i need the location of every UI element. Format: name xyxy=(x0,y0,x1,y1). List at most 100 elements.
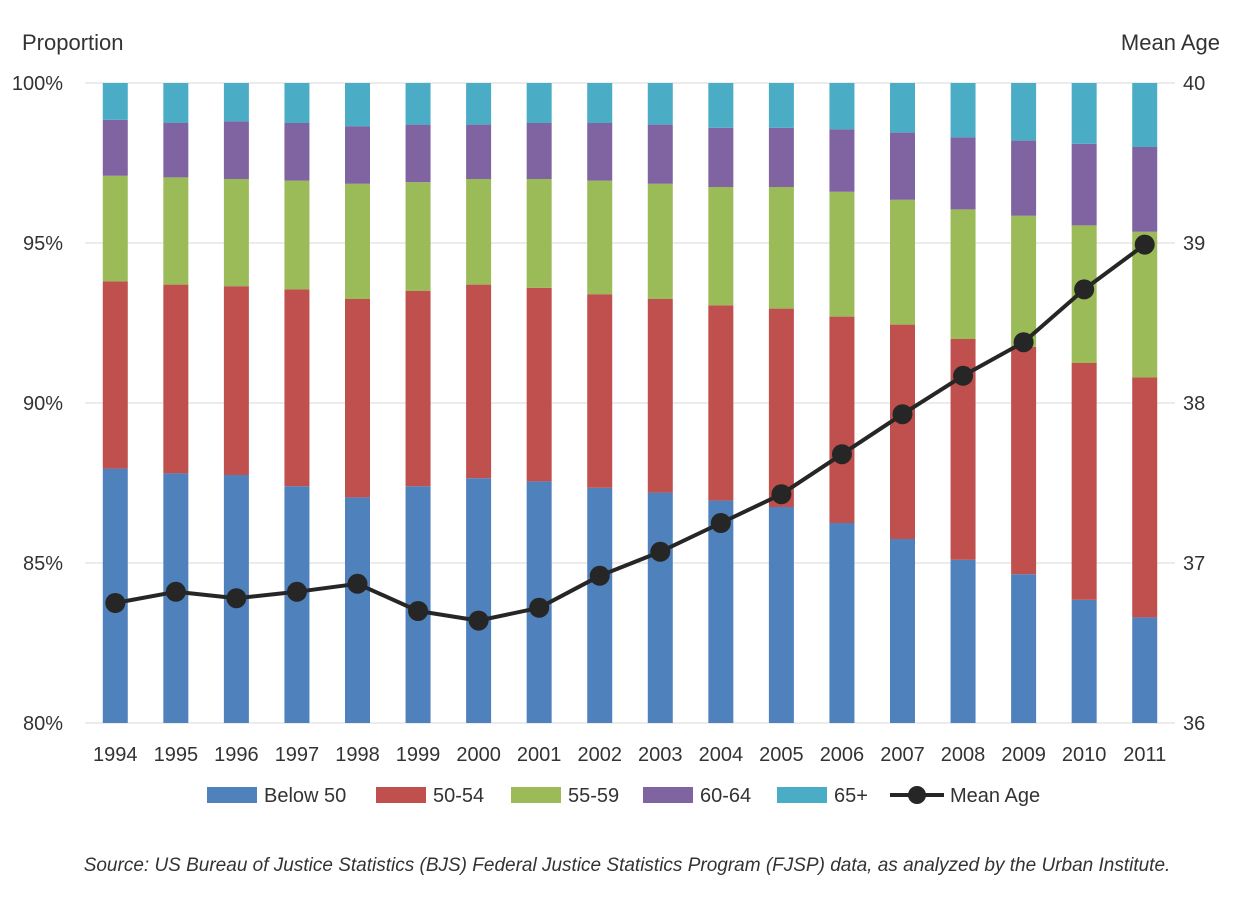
bar-65--1998 xyxy=(345,83,370,127)
mean-age-point-2003 xyxy=(650,541,671,562)
bar-below-50-2003 xyxy=(647,492,673,723)
bar-50-54-2002 xyxy=(587,294,613,488)
legend-label: 55-59 xyxy=(568,785,619,807)
bar-50-54-2011 xyxy=(1132,377,1158,618)
bar-55-59-2008 xyxy=(950,209,976,339)
legend-label: Below 50 xyxy=(264,785,346,807)
x-tick-label-1995: 1995 xyxy=(154,744,199,766)
bar-60-64-2006 xyxy=(829,129,855,192)
legend-swatch xyxy=(777,787,827,803)
mean-age-point-1996 xyxy=(226,588,247,609)
bar-60-64-2000 xyxy=(466,124,492,179)
right-tick-label: 38 xyxy=(1183,393,1205,415)
mean-age-point-2009 xyxy=(1013,332,1034,353)
bar-60-64-2007 xyxy=(890,132,915,200)
x-tick-label-1996: 1996 xyxy=(214,744,259,766)
x-tick-label-2009: 2009 xyxy=(1001,744,1046,766)
bar-50-54-2005 xyxy=(768,308,794,507)
bar-65--1996 xyxy=(223,83,249,122)
bar-55-59-2006 xyxy=(829,191,855,317)
legend-swatch xyxy=(376,787,426,803)
bar-below-50-2007 xyxy=(890,539,915,723)
bar-65--1999 xyxy=(405,83,431,125)
bar-60-64-2001 xyxy=(526,123,552,179)
bar-50-54-1996 xyxy=(223,286,249,475)
bar-55-59-2009 xyxy=(1011,215,1037,347)
mean-age-point-2000 xyxy=(468,610,489,631)
right-tick-label: 39 xyxy=(1183,233,1205,255)
legend-swatch xyxy=(207,787,257,803)
bar-60-64-2003 xyxy=(647,124,673,184)
bar-60-64-2004 xyxy=(708,127,734,187)
bar-below-50-1997 xyxy=(284,486,310,723)
bar-50-54-2003 xyxy=(647,299,673,493)
bar-65--2011 xyxy=(1132,83,1158,147)
legend-marker xyxy=(908,786,926,804)
bar-55-59-1998 xyxy=(345,183,370,299)
bar-55-59-1995 xyxy=(163,177,189,285)
x-tick-label-1994: 1994 xyxy=(93,744,138,766)
bar-65--2009 xyxy=(1011,83,1037,141)
bar-50-54-2007 xyxy=(890,324,915,539)
right-tick-label: 36 xyxy=(1183,713,1205,735)
legend-swatch xyxy=(643,787,693,803)
bar-65--2000 xyxy=(466,83,492,125)
right-tick-label: 37 xyxy=(1183,553,1205,575)
x-tick-label-2010: 2010 xyxy=(1062,744,1107,766)
mean-age-point-1999 xyxy=(408,601,429,621)
x-tick-label-2007: 2007 xyxy=(880,744,925,766)
x-tick-label-2006: 2006 xyxy=(820,744,865,766)
bar-65--2007 xyxy=(890,83,915,133)
left-axis-title: Proportion xyxy=(22,30,124,55)
mean-age-point-2002 xyxy=(589,565,610,586)
bar-60-64-1998 xyxy=(345,126,370,184)
bar-50-54-2004 xyxy=(708,305,734,501)
bar-65--2008 xyxy=(950,83,976,138)
bar-50-54-1995 xyxy=(163,284,189,474)
mean-age-line xyxy=(105,234,1155,631)
mean-age-point-2001 xyxy=(529,597,550,618)
legend-item-50-54: 50-54 xyxy=(376,785,484,807)
bar-below-50-2005 xyxy=(768,507,794,723)
bar-50-54-2009 xyxy=(1011,347,1037,575)
bar-50-54-1999 xyxy=(405,291,431,487)
left-axis: 80% 85% 90% 95% 100% xyxy=(12,73,63,735)
bar-60-64-2005 xyxy=(768,127,794,187)
bar-60-64-2002 xyxy=(587,123,613,181)
legend-label: Mean Age xyxy=(950,785,1040,807)
bar-65--1994 xyxy=(102,83,128,120)
bar-50-54-1997 xyxy=(284,289,310,487)
mean-age-point-1998 xyxy=(347,573,368,594)
x-tick-label-2002: 2002 xyxy=(577,744,622,766)
legend-item-mean-age: Mean Age xyxy=(890,785,1040,807)
bar-60-64-2011 xyxy=(1132,147,1158,232)
mean-age-point-1994 xyxy=(105,593,126,613)
mean-age-point-2011 xyxy=(1134,234,1155,255)
bar-50-54-2010 xyxy=(1071,363,1097,600)
mean-age-point-2010 xyxy=(1074,279,1095,300)
x-tick-label-1999: 1999 xyxy=(396,744,441,766)
x-tick-label-1997: 1997 xyxy=(275,744,320,766)
bar-50-54-2000 xyxy=(466,284,492,479)
mean-age-point-1997 xyxy=(286,581,307,602)
bar-below-50-2008 xyxy=(950,559,976,723)
left-tick-label: 100% xyxy=(12,73,63,95)
bar-65--2001 xyxy=(526,83,552,123)
legend-item-65-: 65+ xyxy=(777,785,868,807)
bar-60-64-1994 xyxy=(102,119,128,176)
bar-55-59-2002 xyxy=(587,180,613,295)
bar-50-54-1998 xyxy=(345,299,370,498)
bar-65--2006 xyxy=(829,83,855,130)
x-tick-label-2003: 2003 xyxy=(638,744,683,766)
bar-60-64-2009 xyxy=(1011,140,1037,216)
mean-age-point-1995 xyxy=(165,581,186,602)
legend-swatch xyxy=(511,787,561,803)
bar-55-59-1999 xyxy=(405,182,431,291)
bar-below-50-1998 xyxy=(345,497,370,723)
x-axis: 1994 1995 1996 1997 1998 1999 2000 2001 2002 2003… xyxy=(93,744,1166,766)
legend-item-60-64: 60-64 xyxy=(643,785,751,807)
x-tick-label-2000: 2000 xyxy=(456,744,501,766)
bar-55-59-2000 xyxy=(466,179,492,285)
x-tick-label-2011: 2011 xyxy=(1123,744,1166,766)
